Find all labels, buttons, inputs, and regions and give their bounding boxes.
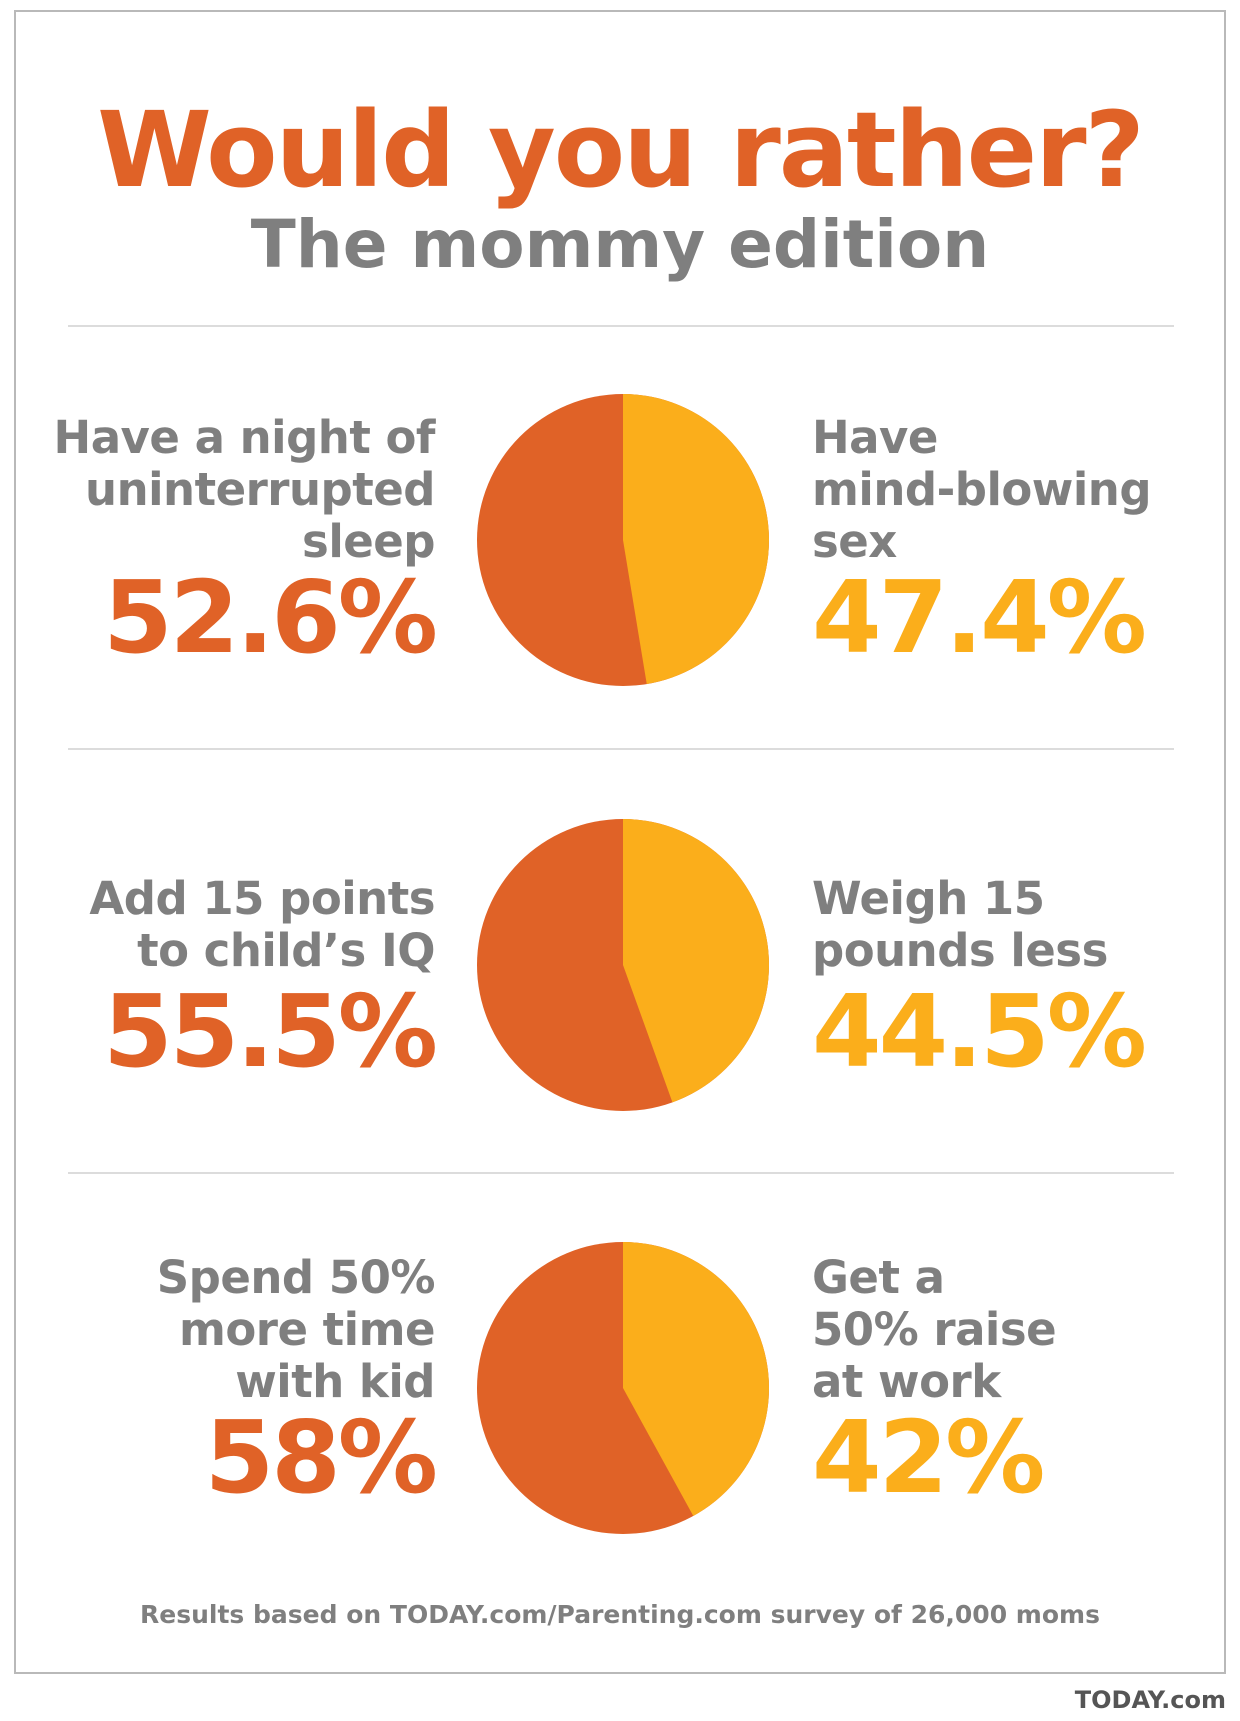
left-option-line: uninterrupted	[85, 463, 435, 516]
left-option-percent: 55.5%	[103, 973, 438, 1090]
left-option-line: with kid	[235, 1355, 435, 1408]
right-option-percent: 44.5%	[812, 973, 1147, 1090]
right-option-label: Weigh 15 pounds less	[812, 873, 1108, 977]
comparison-row-3: Spend 50% more time with kid 58% Get a 5…	[0, 1238, 1240, 1538]
pie-chart	[477, 819, 769, 1111]
left-option-percent: 58%	[204, 1399, 438, 1516]
left-option-label: Spend 50% more time with kid	[156, 1251, 436, 1408]
right-option-line: mind-blowing	[812, 463, 1152, 516]
left-option-line: Spend 50%	[156, 1251, 436, 1304]
right-option-label: Get a 50% raise at work	[812, 1251, 1057, 1408]
page-subtitle: The mommy edition	[250, 206, 990, 283]
right-option-percent: 42%	[812, 1399, 1045, 1516]
left-option-line: to child’s IQ	[137, 924, 435, 977]
right-option-line: Have	[812, 411, 938, 464]
left-option-line: sleep	[302, 515, 435, 568]
pie-chart	[477, 394, 769, 686]
divider-2	[68, 748, 1174, 750]
comparison-row-2: Add 15 points to child’s IQ 55.5% Weigh …	[0, 815, 1240, 1115]
right-option-percent: 47.4%	[812, 559, 1147, 676]
left-option-label: Add 15 points to child’s IQ	[89, 873, 435, 977]
right-option-line: Weigh 15	[812, 872, 1045, 925]
comparison-row-1: Have a night of uninterrupted sleep 52.6…	[0, 390, 1240, 690]
right-option-line: at work	[812, 1355, 1001, 1408]
right-option-line: sex	[812, 515, 897, 568]
pie-slice-right	[623, 1242, 769, 1516]
page-title: Would you rather?	[97, 89, 1145, 211]
right-option-line: 50% raise	[812, 1303, 1057, 1356]
left-option-percent: 52.6%	[103, 559, 438, 676]
pie-slice-right	[623, 394, 769, 685]
right-option-line: pounds less	[812, 924, 1108, 977]
left-option-line: more time	[178, 1303, 436, 1356]
pie-slice-right	[623, 819, 769, 1103]
right-option-label: Have mind-blowing sex	[812, 411, 1152, 568]
right-option-line: Get a	[812, 1251, 945, 1304]
pie-chart	[477, 1242, 769, 1534]
left-option-line: Add 15 points	[89, 872, 435, 925]
divider-3	[68, 1172, 1174, 1174]
left-option-line: Have a night of	[53, 411, 436, 464]
left-option-label: Have a night of uninterrupted sleep	[53, 411, 436, 568]
source-credit: TODAY.com	[1074, 1686, 1226, 1714]
survey-footnote: Results based on TODAY.com/Parenting.com…	[140, 1600, 1100, 1629]
divider-1	[68, 325, 1174, 327]
